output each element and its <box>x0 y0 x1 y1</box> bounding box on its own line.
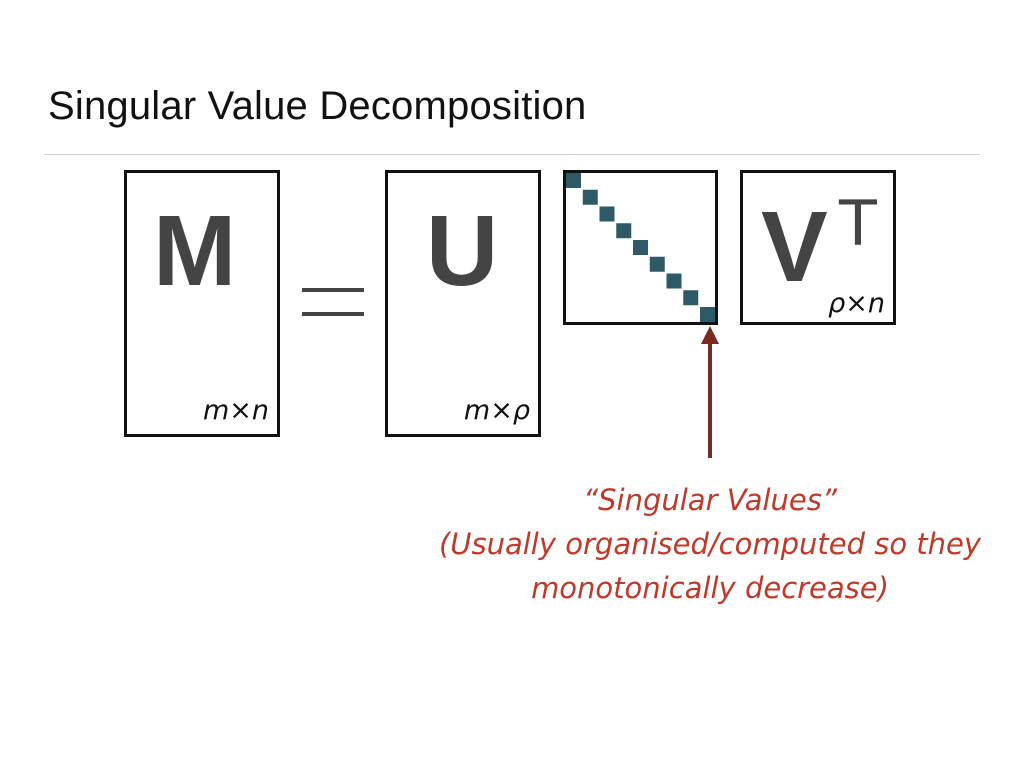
diagonal-entry <box>566 173 581 188</box>
diagonal-entry <box>666 273 682 289</box>
diagonal-entry <box>582 189 598 205</box>
matrix-m-letter: M <box>153 195 237 307</box>
singular-values-annotation: “Singular Values” (Usually organised/com… <box>410 478 1010 610</box>
diagonal-entry <box>633 240 648 255</box>
diagonal-entry <box>649 256 665 272</box>
matrix-m-dimension: m×n <box>202 395 269 426</box>
matrix-u-letter: U <box>426 195 499 307</box>
matrix-vt-dimension: ρ×n <box>828 288 885 319</box>
diagonal-entry <box>700 307 715 322</box>
matrix-u-box: U m×ρ <box>385 170 541 437</box>
page-title: Singular Value Decomposition <box>48 84 587 128</box>
title-divider <box>44 154 980 155</box>
annotation-line-3: monotonically decrease) <box>531 571 889 605</box>
matrix-u-dimension: m×ρ <box>463 395 530 426</box>
diagonal-entry <box>616 223 632 239</box>
matrix-v-letter: V <box>761 191 828 303</box>
matrix-v-superscript: T <box>839 187 877 260</box>
annotation-line-1: “Singular Values” <box>583 483 837 517</box>
sigma-diagonal <box>566 173 715 322</box>
matrix-vt-box: V T ρ×n <box>740 170 896 325</box>
annotation-line-2: (Usually organised/computed so they <box>438 527 982 561</box>
matrix-m-box: M m×n <box>124 170 280 437</box>
diagonal-entry <box>683 290 699 306</box>
matrix-sigma-box <box>563 170 718 325</box>
diagonal-entry <box>599 206 615 222</box>
equals-sign <box>302 288 364 318</box>
